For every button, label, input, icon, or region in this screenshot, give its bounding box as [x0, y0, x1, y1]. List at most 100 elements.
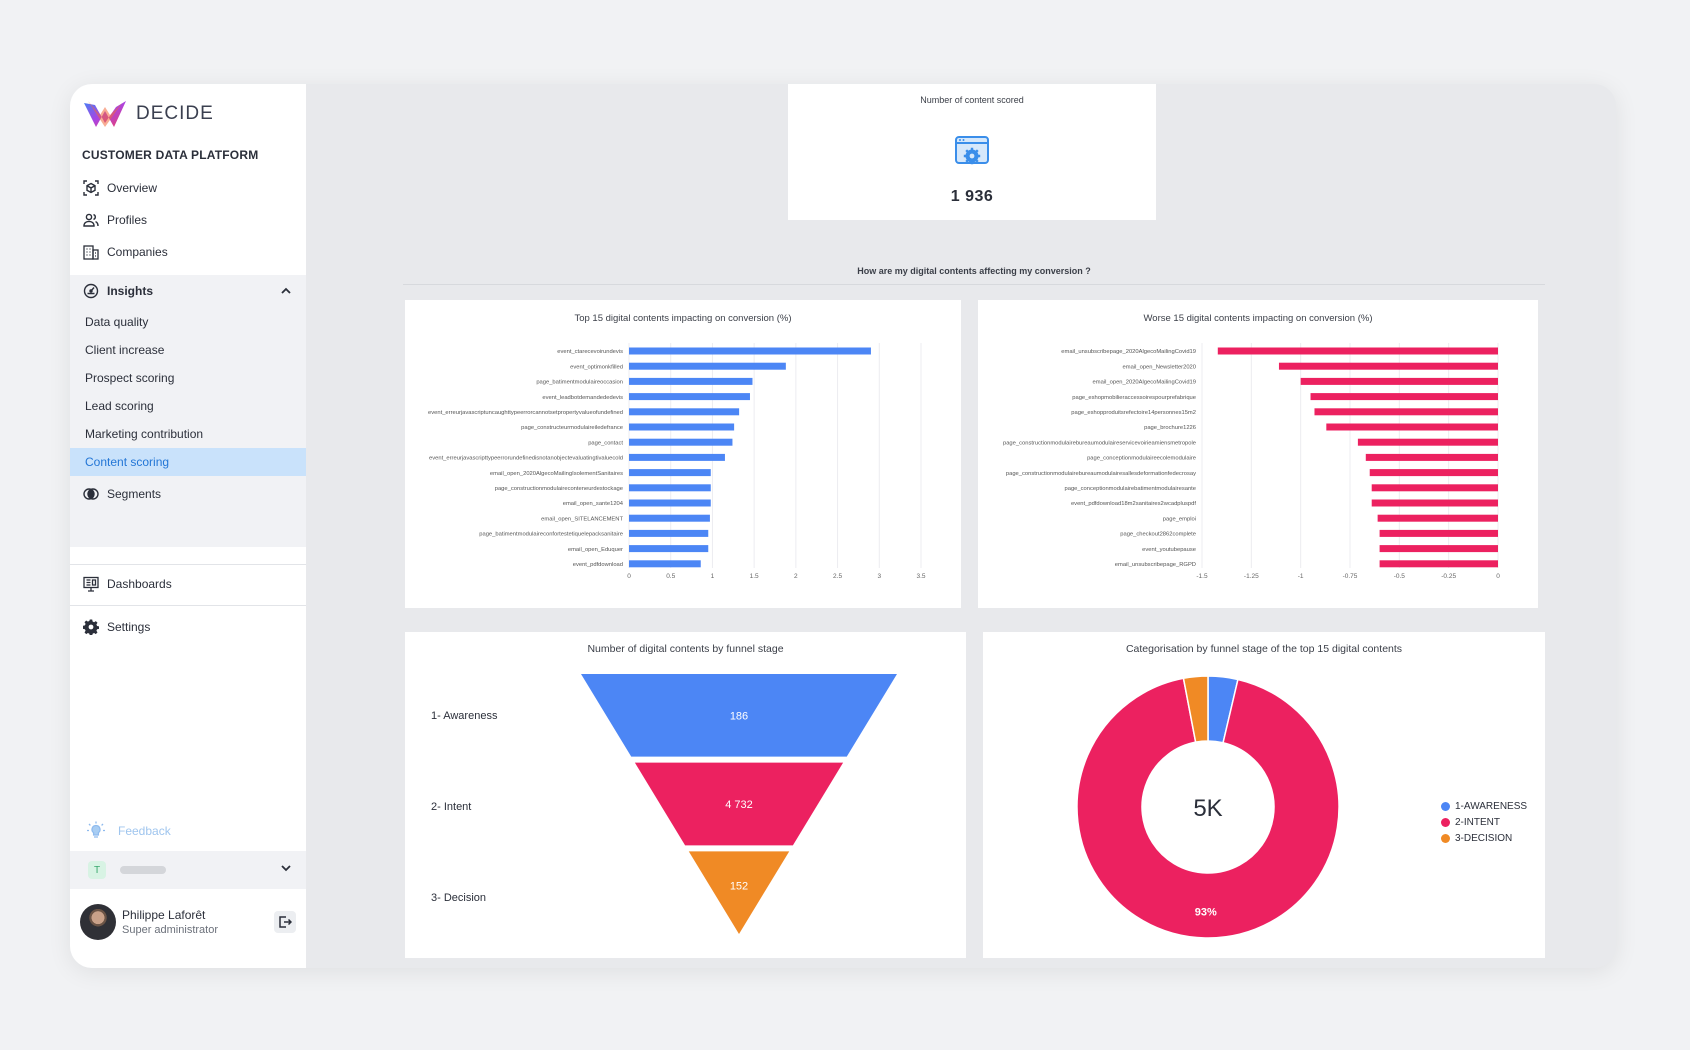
- y-tick-label: page_checkout2862complete: [1120, 532, 1196, 538]
- nav-insights-label: Insights: [107, 284, 154, 298]
- nav-companies-label: Companies: [107, 245, 168, 259]
- y-tick-label: page_batimentmodulaireconfortestetiquele…: [479, 532, 623, 538]
- x-tick-label: 3.5: [916, 573, 925, 580]
- x-tick-label: 0.5: [666, 573, 675, 580]
- funnel-chart-card: Number of digital contents by funnel sta…: [405, 632, 966, 958]
- feedback-link[interactable]: Feedback: [86, 821, 171, 841]
- nav-settings[interactable]: Settings: [70, 611, 306, 643]
- legend-item[interactable]: 2-INTENT: [1441, 814, 1527, 830]
- nav-dashboards[interactable]: Dashboards: [70, 568, 306, 600]
- funnel-segment: [688, 851, 790, 934]
- bar: [1377, 514, 1498, 522]
- x-tick-label: 2: [794, 573, 798, 580]
- legend-label: 2-INTENT: [1455, 816, 1500, 828]
- legend-item[interactable]: 1-AWARENESS: [1441, 798, 1527, 814]
- top15-bar-chart: 0 0.5 1 1.5 2 2.5 3 3.5 event_ctarecevoirundevis…: [428, 343, 926, 580]
- funnel-segment: [581, 674, 897, 757]
- legend-dot: [1441, 817, 1450, 827]
- bar: [1357, 438, 1498, 446]
- nav-profiles-label: Profiles: [107, 213, 148, 227]
- logo[interactable]: DECIDE: [82, 96, 214, 132]
- chevron-down-icon[interactable]: [280, 863, 292, 873]
- organization-selector[interactable]: T: [70, 851, 306, 889]
- funnel-value-label: 4 732: [725, 799, 753, 811]
- funnel-chart: 186 4 732 152: [581, 674, 897, 934]
- y-tick-label: email_open_2020AlgecoMailingIsolementSan…: [490, 471, 623, 477]
- legend-item[interactable]: 3-DECISION: [1441, 830, 1527, 846]
- logout-icon: [279, 916, 292, 928]
- bar: [1300, 377, 1498, 385]
- funnel-label-awareness: 1- Awareness: [431, 710, 498, 722]
- y-tick-label: page_conceptionmodulairebatimentmodulair…: [1065, 486, 1196, 492]
- x-tick-label: -1.25: [1244, 573, 1259, 580]
- platform-title: CUSTOMER DATA PLATFORM: [82, 148, 259, 162]
- bar: [629, 377, 753, 385]
- nav-insights[interactable]: Insights: [70, 275, 306, 307]
- y-tick-label: email_open_2020AlgecoMailingCovid19: [1093, 380, 1196, 386]
- sub-item-marketing-contribution[interactable]: Marketing contribution: [85, 427, 204, 441]
- y-tick-label: email_unsubscribepage_2020AlgecoMailingC…: [1061, 349, 1196, 355]
- y-tick-label: page_eshopmobilieraccessoirespourprefabr…: [1072, 395, 1196, 401]
- nav-profiles[interactable]: Profiles: [70, 204, 306, 236]
- x-tick-label: 1: [711, 573, 715, 580]
- bar: [629, 529, 709, 537]
- funnel-value-label: 152: [730, 881, 748, 893]
- sub-item-data-quality[interactable]: Data quality: [85, 315, 149, 329]
- bar: [1379, 545, 1498, 553]
- sub-item-content-scoring[interactable]: Content scoring: [70, 448, 306, 476]
- content-settings-icon: [955, 136, 989, 165]
- sub-item-lead-scoring[interactable]: Lead scoring: [85, 399, 154, 413]
- bar: [1371, 484, 1498, 492]
- nav-dashboards-label: Dashboards: [107, 577, 172, 591]
- nav-segments[interactable]: Segments: [70, 478, 306, 510]
- section-title: How are my digital contents affecting my…: [857, 266, 1091, 276]
- y-tick-label: page_contact: [588, 440, 623, 446]
- chevron-up-icon[interactable]: [280, 286, 292, 296]
- bar: [1314, 408, 1498, 416]
- y-tick-label: page_constructionmodulairebureaumodulair…: [1006, 471, 1196, 477]
- x-tick-label: -0.75: [1343, 573, 1358, 580]
- nav-companies[interactable]: Companies: [70, 236, 306, 268]
- feedback-label: Feedback: [118, 824, 171, 838]
- bar: [629, 484, 711, 492]
- y-tick-label: page_conceptionmodulaireecolemodulaire: [1087, 456, 1196, 462]
- y-tick-label: event_pdfdownload18m2sanitaires2wcadplus…: [1071, 501, 1196, 507]
- app-window: DECIDE CUSTOMER DATA PLATFORM Overview P…: [70, 84, 1616, 968]
- logout-button[interactable]: [274, 911, 296, 933]
- kpi-title: Number of content scored: [920, 95, 1024, 105]
- bar: [629, 560, 701, 568]
- top15-chart-card: Top 15 digital contents impacting on con…: [405, 300, 961, 608]
- bar: [1369, 469, 1498, 477]
- donut-center-label: 5K: [1193, 795, 1222, 822]
- dashboards-icon: [82, 575, 100, 593]
- legend-label: 3-DECISION: [1455, 832, 1513, 844]
- x-tick-label: 3: [877, 573, 881, 580]
- user-name: Philippe Laforêt: [122, 908, 206, 922]
- x-tick-label: 0: [627, 573, 631, 580]
- worse15-bar-chart: -1.5 -1.25 -1 -0.75 -0.5 -0.25 0 email_unsubscr…: [1003, 343, 1500, 580]
- y-tick-label: event_ctarecevoirundevis: [557, 349, 623, 355]
- bar: [1310, 393, 1498, 401]
- y-tick-label: page_constructionmodulaireconteneurdesto…: [495, 486, 623, 492]
- worse15-chart-title: Worse 15 digital contents impacting on c…: [1143, 313, 1373, 324]
- segments-icon: [82, 485, 100, 503]
- y-tick-label: event_erreurjavascriptuncaughttypeerrorc…: [428, 410, 623, 416]
- top15-chart-title: Top 15 digital contents impacting on con…: [574, 313, 792, 324]
- donut-chart-title: Categorisation by funnel stage of the to…: [1125, 643, 1403, 655]
- donut-legend: 1-AWARENESS 2-INTENT 3-DECISION: [1441, 798, 1527, 846]
- insights-icon: [82, 282, 100, 300]
- bar: [629, 499, 711, 507]
- worse15-chart-card: Worse 15 digital contents impacting on c…: [978, 300, 1538, 608]
- funnel-label-decision: 3- Decision: [431, 892, 487, 904]
- x-tick-label: 0: [1496, 573, 1500, 580]
- sub-item-client-increase[interactable]: Client increase: [85, 343, 165, 357]
- sub-item-prospect-scoring[interactable]: Prospect scoring: [85, 371, 175, 385]
- nav-overview[interactable]: Overview: [70, 172, 306, 204]
- sidebar-divider: [70, 605, 306, 606]
- funnel-label-intent: 2- Intent: [431, 801, 472, 813]
- bar: [629, 453, 725, 461]
- user-profile[interactable]: Philippe Laforêt Super administrator: [80, 904, 218, 940]
- nav-settings-label: Settings: [107, 620, 151, 634]
- y-tick-label: email_open_SITELANCEMENT: [541, 516, 623, 522]
- y-tick-label: email_open_Eduquer: [568, 547, 623, 553]
